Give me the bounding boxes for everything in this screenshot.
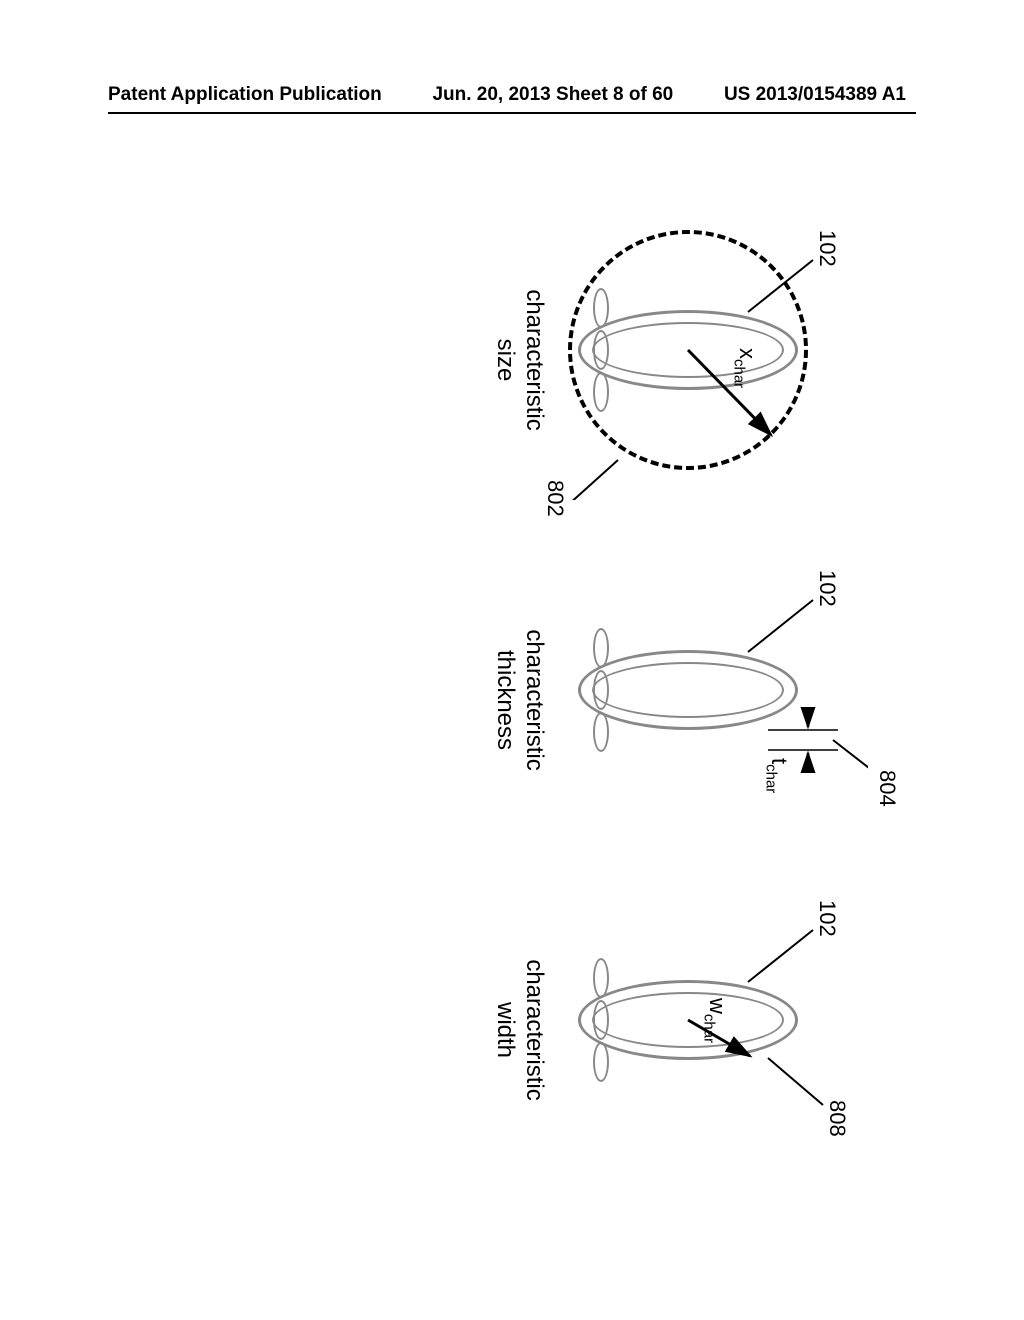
leader-804	[508, 540, 868, 840]
header-center: Jun. 20, 2013 Sheet 8 of 60	[432, 84, 673, 106]
subfigure-thickness: tchar 102 804 characteristic thickness	[508, 540, 868, 840]
leader-802	[508, 200, 868, 500]
figure-area: Fig. 8	[108, 170, 916, 1190]
ref-808: 808	[824, 1100, 850, 1137]
ref-802: 802	[542, 480, 568, 517]
leader-808	[508, 870, 868, 1170]
header-right: US 2013/0154389 A1	[724, 84, 906, 106]
patent-header: Patent Application Publication Jun. 20, …	[0, 84, 1024, 106]
header-rule	[108, 112, 916, 114]
subfigure-size: xchar 102 802 characteristic size	[508, 200, 868, 500]
caption-thickness: characteristic thickness	[490, 610, 548, 790]
ref-804: 804	[874, 770, 900, 807]
caption-width: characteristic width	[490, 940, 548, 1120]
subfigure-width: wchar 102 808 characteristic width	[508, 870, 868, 1170]
caption-size: characteristic size	[490, 270, 548, 450]
header-left: Patent Application Publication	[108, 84, 382, 106]
